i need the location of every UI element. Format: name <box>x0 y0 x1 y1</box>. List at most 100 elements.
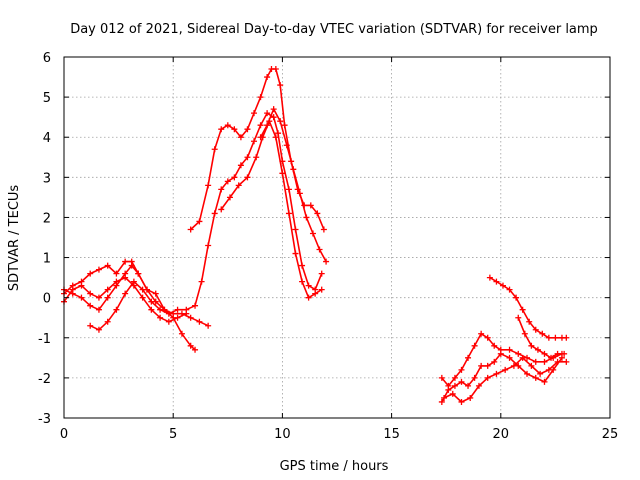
grid <box>64 57 610 418</box>
data-point <box>299 262 306 269</box>
data-point <box>122 258 129 265</box>
data-point <box>561 350 568 357</box>
data-point <box>532 358 539 365</box>
data-point <box>139 286 146 293</box>
data-point <box>104 294 111 301</box>
data-point <box>87 302 94 309</box>
data-point <box>235 182 242 189</box>
data-point <box>292 250 299 257</box>
y-tick-label: 4 <box>43 131 51 146</box>
data-point <box>122 274 129 281</box>
data-point <box>205 182 212 189</box>
data-point <box>87 290 94 297</box>
chart-title: Day 012 of 2021, Sidereal Day-to-day VTE… <box>70 22 598 37</box>
data-point <box>537 370 544 377</box>
data-point <box>78 282 85 289</box>
data-point <box>510 362 517 369</box>
data-point <box>87 270 94 277</box>
y-tick-label: 3 <box>43 171 51 186</box>
data-point <box>491 358 498 365</box>
data-point <box>526 318 533 325</box>
data-point <box>484 374 491 381</box>
data-point <box>301 202 308 209</box>
data-point <box>187 342 194 349</box>
data-point <box>157 314 164 321</box>
data-point <box>251 110 258 117</box>
data-point <box>307 202 314 209</box>
data-point <box>486 274 493 281</box>
data-point <box>515 350 522 357</box>
data-point <box>226 194 233 201</box>
data-point <box>251 138 258 145</box>
data-point <box>272 66 279 73</box>
data-point <box>165 310 172 317</box>
y-axis-label: SDTVAR / TECUs <box>7 185 22 292</box>
data-point <box>318 286 325 293</box>
data-point <box>290 166 297 173</box>
data-point <box>451 382 458 389</box>
data-point <box>303 214 310 221</box>
data-point <box>237 162 244 169</box>
data-point <box>148 306 155 313</box>
data-point <box>563 334 570 341</box>
data-point <box>467 394 474 401</box>
x-tick-label: 25 <box>602 427 619 442</box>
data-point <box>148 298 155 305</box>
data-point <box>524 370 531 377</box>
data-point <box>528 362 535 369</box>
data-point <box>224 178 231 185</box>
data-point <box>244 154 251 161</box>
data-point <box>78 294 85 301</box>
data-point <box>192 346 199 353</box>
data-point <box>264 122 271 129</box>
data-point <box>257 122 264 129</box>
x-tick-label: 20 <box>493 427 510 442</box>
data-point <box>541 350 548 357</box>
data-point <box>244 126 251 133</box>
series-line-arc-11 <box>489 276 568 339</box>
data-point <box>438 398 445 405</box>
data-point <box>95 266 102 273</box>
data-point <box>218 186 225 193</box>
data-point <box>478 362 485 369</box>
data-point <box>231 174 238 181</box>
data-point <box>292 226 299 233</box>
series-line-arc-1 <box>63 260 196 351</box>
data-point <box>152 290 159 297</box>
data-point <box>497 350 504 357</box>
data-point <box>95 306 102 313</box>
data-point <box>458 398 465 405</box>
data-point <box>104 318 111 325</box>
y-tick-label: 1 <box>43 252 51 267</box>
data-point <box>128 262 135 269</box>
data-point <box>552 334 559 341</box>
data-point <box>532 326 539 333</box>
data-point <box>130 278 137 285</box>
x-tick-label: 10 <box>274 427 291 442</box>
data-point <box>451 374 458 381</box>
plot-frame <box>63 56 611 419</box>
data-point <box>471 374 478 381</box>
data-point <box>279 170 286 177</box>
data-point <box>548 354 555 361</box>
data-point <box>283 142 290 149</box>
data-point <box>484 362 491 369</box>
data-point <box>458 378 465 385</box>
data-point <box>253 154 260 161</box>
data-point <box>563 358 570 365</box>
data-point <box>196 218 203 225</box>
data-point <box>198 278 205 285</box>
data-point <box>528 342 535 349</box>
data-point <box>305 282 312 289</box>
data-point <box>192 302 199 309</box>
data-point <box>506 286 513 293</box>
data-point <box>69 286 76 293</box>
data-point <box>449 390 456 397</box>
data-point <box>475 382 482 389</box>
data-point <box>281 122 288 129</box>
data-point <box>104 286 111 293</box>
data-point <box>157 306 164 313</box>
data-point <box>541 358 548 365</box>
data-point <box>465 354 472 361</box>
